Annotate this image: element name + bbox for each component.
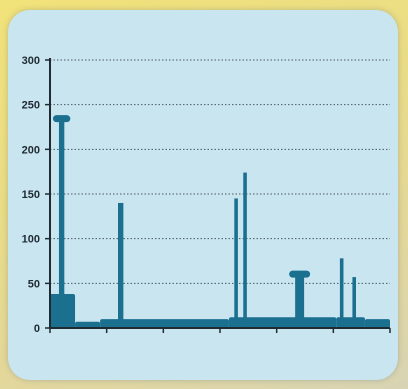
chart-card: 0 50 100 150 200 250 300 [8,10,398,380]
peak-bar [118,202,124,328]
baseline-segment [100,319,229,328]
peak-bar [295,272,305,328]
y-tick-labels: 0 50 100 150 200 250 300 [22,55,40,335]
y-tick-label: 300 [22,55,40,67]
y-tick-label: 250 [22,100,40,112]
axes [45,58,391,333]
y-tick-label: 200 [22,144,40,156]
baseline-segment [364,319,390,328]
baseline-segment [75,321,101,328]
y-tick-label: 0 [34,323,40,335]
peak-bar [352,277,356,328]
peak-bar [339,258,344,328]
peak-bar [234,198,238,328]
baseline-segment [228,317,337,328]
y-tick-label: 100 [22,234,40,246]
peak-cap [289,270,311,278]
grid-lines [50,59,390,284]
bars [50,115,390,328]
bar-chart: 0 50 100 150 200 250 300 [22,55,391,335]
y-tick-label: 150 [22,189,40,201]
peak-bar [58,117,65,328]
peak-cap [52,115,71,123]
y-tick-label: 50 [28,278,40,290]
peak-bar [243,172,247,328]
